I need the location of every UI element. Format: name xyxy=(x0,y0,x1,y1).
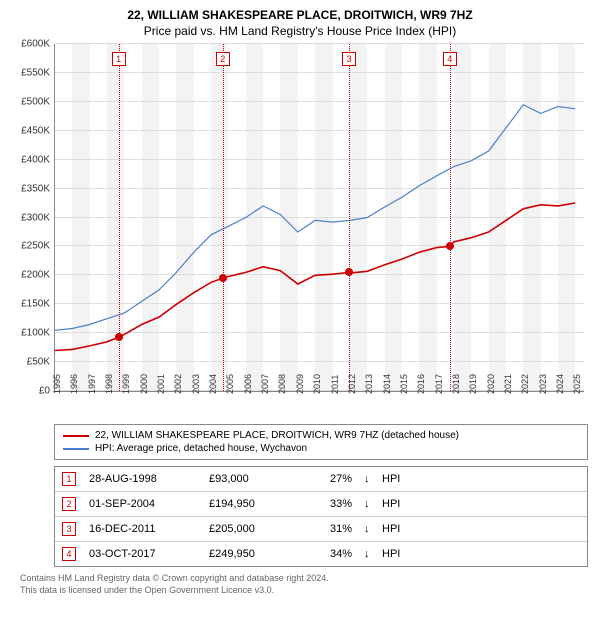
y-tick-label: £50K xyxy=(27,357,50,368)
sales-table-row: 3 16-DEC-2011£205,00031%↓HPI xyxy=(55,516,587,541)
sale-marker-dot xyxy=(219,274,227,282)
sale-marker-dot xyxy=(446,242,454,250)
y-tick-label: £200K xyxy=(21,270,50,281)
chart-subtitle: Price paid vs. HM Land Registry's House … xyxy=(10,24,590,38)
sale-pct: 27% xyxy=(303,468,358,490)
sale-index-cell: 1 xyxy=(55,467,83,491)
sale-pct: 34% xyxy=(303,543,358,565)
sale-price: £194,950 xyxy=(203,493,303,515)
footer-line-1: Contains HM Land Registry data © Crown c… xyxy=(20,573,588,585)
sales-table: 128-AUG-1998£93,00027%↓HPI201-SEP-2004£1… xyxy=(54,466,588,567)
sale-hpi-label: HPI xyxy=(376,518,587,540)
sale-price: £249,950 xyxy=(203,543,303,565)
chart-container: 22, WILLIAM SHAKESPEARE PLACE, DROITWICH… xyxy=(0,0,600,602)
chart-title-address: 22, WILLIAM SHAKESPEARE PLACE, DROITWICH… xyxy=(10,8,590,22)
sale-index-cell: 2 xyxy=(55,492,83,516)
footer-line-2: This data is licensed under the Open Gov… xyxy=(20,585,588,597)
sale-price: £93,000 xyxy=(203,468,303,490)
y-tick-label: £0 xyxy=(39,386,50,397)
down-arrow-icon: ↓ xyxy=(358,543,376,565)
sale-index-box: 3 xyxy=(62,522,76,536)
sale-index-box: 4 xyxy=(62,547,76,561)
line-series-svg xyxy=(55,44,584,391)
legend-item: 22, WILLIAM SHAKESPEARE PLACE, DROITWICH… xyxy=(63,429,579,442)
legend-label: 22, WILLIAM SHAKESPEARE PLACE, DROITWICH… xyxy=(95,430,459,441)
x-tick-label: 2025 xyxy=(572,374,592,394)
y-tick-label: £400K xyxy=(21,154,50,165)
sale-pct: 33% xyxy=(303,493,358,515)
sale-hpi-label: HPI xyxy=(376,543,587,565)
y-tick-label: £250K xyxy=(21,241,50,252)
y-tick-label: £350K xyxy=(21,183,50,194)
y-tick-label: £300K xyxy=(21,212,50,223)
sale-marker-box: 4 xyxy=(443,52,457,66)
sales-table-row: 1 28-AUG-1998£93,00027%↓HPI xyxy=(55,467,587,491)
title-block: 22, WILLIAM SHAKESPEARE PLACE, DROITWICH… xyxy=(10,8,590,38)
sale-hpi-label: HPI xyxy=(376,468,587,490)
y-tick-label: £550K xyxy=(21,67,50,78)
sale-marker-dot xyxy=(345,268,353,276)
y-tick-label: £450K xyxy=(21,125,50,136)
sale-marker-line xyxy=(349,44,350,391)
legend: 22, WILLIAM SHAKESPEARE PLACE, DROITWICH… xyxy=(54,424,588,460)
y-axis: £0£50K£100K£150K£200K£250K£300K£350K£400… xyxy=(10,44,54,392)
sale-index-cell: 3 xyxy=(55,517,83,541)
plot-area: 1 2 3 4 xyxy=(54,44,584,392)
down-arrow-icon: ↓ xyxy=(358,518,376,540)
sales-table-row: 4 03-OCT-2017£249,95034%↓HPI xyxy=(55,541,587,566)
series-line xyxy=(55,203,575,351)
y-tick-label: £150K xyxy=(21,299,50,310)
sale-marker-line xyxy=(223,44,224,391)
legend-item: HPI: Average price, detached house, Wych… xyxy=(63,442,579,455)
footer-attribution: Contains HM Land Registry data © Crown c… xyxy=(20,573,588,596)
legend-swatch xyxy=(63,448,89,450)
sale-index-cell: 4 xyxy=(55,542,83,566)
sales-table-row: 2 01-SEP-2004£194,95033%↓HPI xyxy=(55,491,587,516)
legend-swatch xyxy=(63,435,89,437)
x-axis: 1995199619971998199920002001200220032004… xyxy=(54,392,584,414)
sale-date: 28-AUG-1998 xyxy=(83,468,203,490)
sale-price: £205,000 xyxy=(203,518,303,540)
sale-marker-dot xyxy=(115,333,123,341)
sale-marker-box: 3 xyxy=(342,52,356,66)
sale-pct: 31% xyxy=(303,518,358,540)
y-tick-label: £100K xyxy=(21,328,50,339)
y-tick-label: £600K xyxy=(21,39,50,50)
series-line xyxy=(55,105,575,331)
sale-marker-box: 1 xyxy=(112,52,126,66)
sale-hpi-label: HPI xyxy=(376,493,587,515)
y-tick-label: £500K xyxy=(21,96,50,107)
sale-index-box: 1 xyxy=(62,472,76,486)
sale-date: 01-SEP-2004 xyxy=(83,493,203,515)
sale-marker-line xyxy=(450,44,451,391)
sale-date: 16-DEC-2011 xyxy=(83,518,203,540)
sale-index-box: 2 xyxy=(62,497,76,511)
chart-area: £0 £50K £100K £150K £200K £250K £300K £350K £400… xyxy=(10,44,590,414)
legend-label: HPI: Average price, detached house, Wych… xyxy=(95,443,307,454)
down-arrow-icon: ↓ xyxy=(358,493,376,515)
sale-marker-box: 2 xyxy=(216,52,230,66)
down-arrow-icon: ↓ xyxy=(358,468,376,490)
sale-date: 03-OCT-2017 xyxy=(83,543,203,565)
